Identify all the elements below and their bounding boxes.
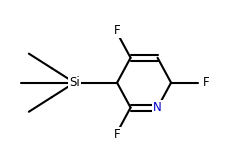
Text: Si: Si <box>69 76 79 89</box>
Text: F: F <box>113 128 120 141</box>
Text: F: F <box>113 24 120 37</box>
Text: N: N <box>153 101 161 114</box>
Text: F: F <box>202 76 209 89</box>
